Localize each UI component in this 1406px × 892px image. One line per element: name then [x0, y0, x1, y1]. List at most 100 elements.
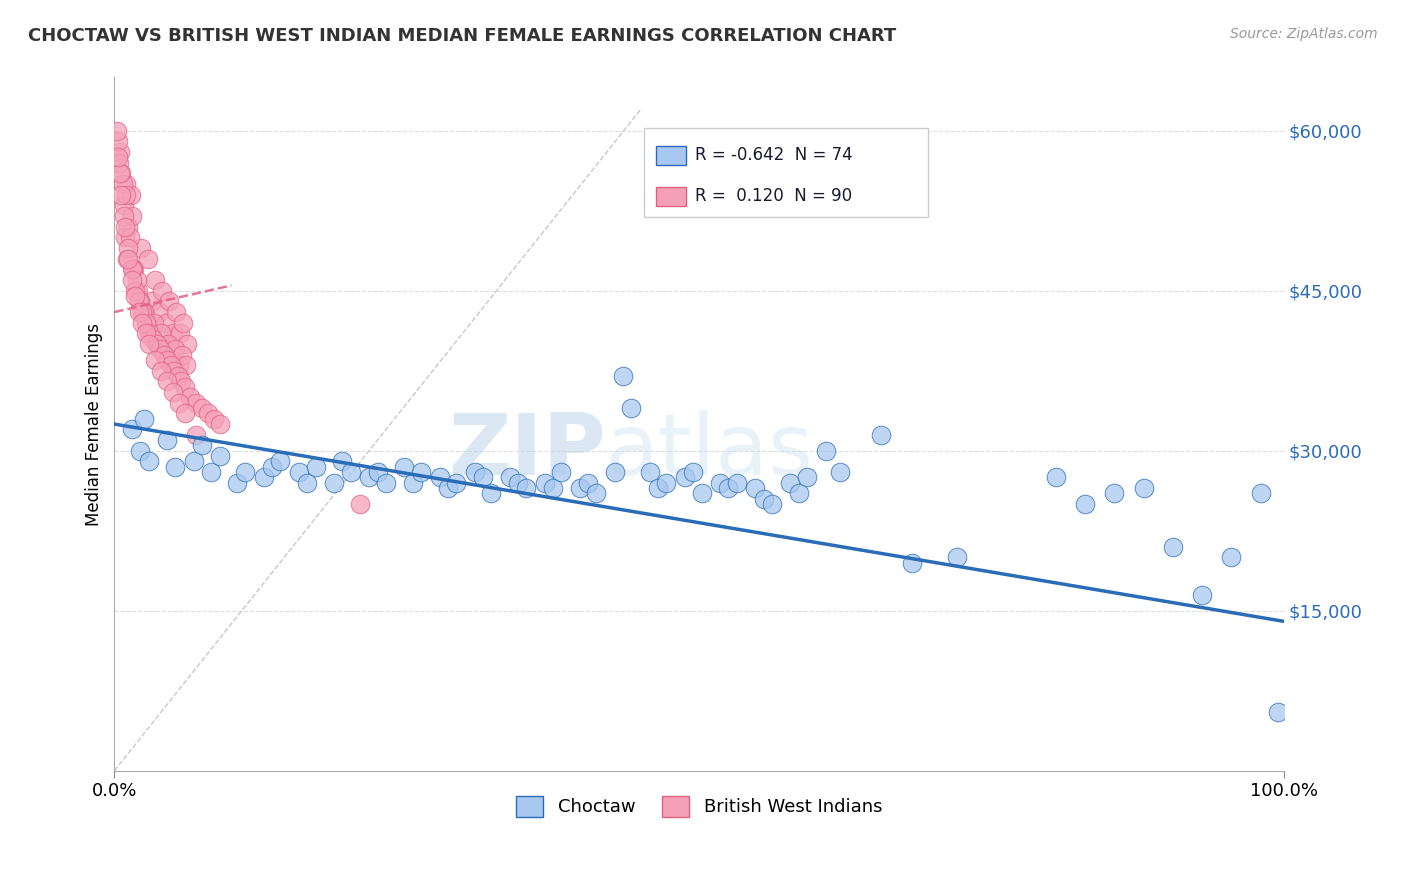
Point [620, 401, 643, 415]
Point [157, 337, 180, 351]
Point [174, 359, 197, 373]
Point [744, 481, 766, 495]
Point [128, 294, 150, 309]
Point [107, 150, 129, 164]
Point [1132, 481, 1154, 495]
Point [115, 187, 138, 202]
Point [156, 433, 179, 447]
Point [374, 475, 396, 490]
Point [945, 550, 967, 565]
Point [153, 343, 176, 357]
Text: atlas: atlas [606, 410, 814, 493]
Point [1267, 705, 1289, 719]
Point [479, 486, 502, 500]
Point [828, 465, 851, 479]
Point [515, 481, 537, 495]
Point [796, 470, 818, 484]
Point [117, 252, 139, 266]
Point [603, 465, 626, 479]
Point [117, 241, 139, 255]
Point [208, 417, 231, 431]
Point [814, 443, 837, 458]
Point [436, 481, 458, 495]
Point [169, 326, 191, 341]
Point [179, 391, 201, 405]
Point [117, 219, 139, 234]
Point [120, 187, 142, 202]
Point [142, 332, 165, 346]
Point [152, 348, 174, 362]
Point [143, 273, 166, 287]
Point [647, 481, 669, 495]
Point [655, 475, 678, 490]
Point [150, 364, 173, 378]
Point [506, 475, 529, 490]
Point [139, 326, 162, 341]
Point [125, 273, 148, 287]
Text: R =  0.120  N = 90: R = 0.120 N = 90 [695, 187, 852, 205]
Point [638, 465, 661, 479]
Point [725, 475, 748, 490]
Point [157, 294, 180, 309]
Point [156, 353, 179, 368]
Point [131, 316, 153, 330]
Point [141, 294, 163, 309]
Point [138, 337, 160, 351]
Point [121, 262, 143, 277]
Point [172, 348, 194, 362]
Point [128, 305, 150, 319]
Point [143, 316, 166, 330]
Point [110, 187, 132, 202]
Point [585, 486, 607, 500]
Point [541, 481, 564, 495]
Point [110, 145, 132, 160]
Point [134, 305, 156, 319]
Point [121, 273, 143, 287]
Point [166, 369, 188, 384]
Point [165, 305, 187, 319]
Point [124, 289, 146, 303]
Point [149, 343, 172, 357]
Point [235, 465, 257, 479]
Point [124, 262, 146, 277]
Point [132, 411, 155, 425]
Point [162, 326, 184, 341]
Point [117, 252, 139, 266]
Point [121, 209, 143, 223]
Point [709, 475, 731, 490]
Point [132, 305, 155, 319]
Point [136, 316, 159, 330]
Point [159, 359, 181, 373]
Point [1045, 470, 1067, 484]
Point [1161, 540, 1184, 554]
Point [108, 155, 131, 169]
Point [114, 230, 136, 244]
Point [208, 449, 231, 463]
Text: R = -0.642  N = 74: R = -0.642 N = 74 [695, 146, 852, 164]
Text: CHOCTAW VS BRITISH WEST INDIAN MEDIAN FEMALE EARNINGS CORRELATION CHART: CHOCTAW VS BRITISH WEST INDIAN MEDIAN FE… [28, 27, 897, 45]
Point [124, 284, 146, 298]
Point [150, 326, 173, 341]
Point [359, 470, 381, 484]
Point [129, 443, 152, 458]
Point [367, 465, 389, 479]
Point [165, 343, 187, 357]
Point [135, 316, 157, 330]
Point [779, 475, 801, 490]
Y-axis label: Median Female Earnings: Median Female Earnings [86, 323, 103, 525]
Point [110, 166, 132, 180]
Point [112, 198, 135, 212]
Point [1220, 550, 1243, 565]
Point [136, 252, 159, 266]
Point [173, 380, 195, 394]
Point [787, 486, 810, 500]
Point [135, 326, 157, 341]
Point [150, 284, 173, 298]
Point [127, 284, 149, 298]
Point [172, 316, 194, 330]
Point [429, 470, 451, 484]
Point [349, 497, 371, 511]
Point [550, 465, 572, 479]
Point [115, 177, 138, 191]
Point [1191, 588, 1213, 602]
